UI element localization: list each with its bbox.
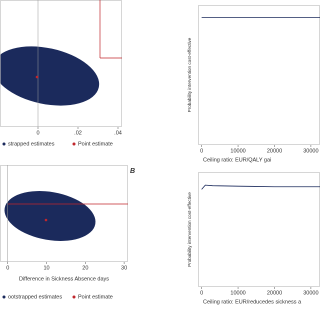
ceac-line <box>201 184 320 190</box>
y-axis-label: Probability intervention cost-effective <box>187 192 192 267</box>
x-tick-label: 0 <box>6 265 9 271</box>
plot-frame <box>0 0 122 127</box>
x-axis-label: Ceiling ratio: EUR/QALY gai <box>203 157 271 163</box>
x-tick-label: .02 <box>74 130 82 136</box>
legend-label: Point estimate <box>78 294 113 300</box>
x-tick-label: 10000 <box>230 290 245 296</box>
x-axis-label: Ceiling ratio: EUR/reducedes sickness a <box>203 299 302 305</box>
x-tick-label: 20000 <box>267 148 282 154</box>
x-axis-label: Difference in Sickness Absence days <box>19 276 109 282</box>
x-tick-label: 30000 <box>303 290 318 296</box>
bootstrap-cloud <box>0 46 100 106</box>
x-tick-label: 0 <box>200 290 203 296</box>
bootstrap-cloud <box>4 191 96 241</box>
y-axis-label: Probability intervention cost-effective <box>187 37 192 112</box>
legend-marker <box>72 142 76 146</box>
point-estimate <box>35 75 39 79</box>
legend-marker <box>2 295 6 299</box>
x-tick-label: 20 <box>82 265 88 271</box>
legend-marker <box>72 295 76 299</box>
panel-label: B <box>130 168 135 175</box>
x-tick-label: 0 <box>200 148 203 154</box>
point-estimate <box>44 218 48 222</box>
x-tick-label: 20000 <box>267 290 282 296</box>
plot-frame <box>198 172 320 287</box>
legend-label: ootstrapped estimates <box>8 294 62 300</box>
plot-frame <box>0 165 128 262</box>
x-tick-label: 10 <box>43 265 49 271</box>
plot-frame <box>198 5 320 145</box>
x-tick-label: .04 <box>114 130 122 136</box>
x-tick-label: 0 <box>36 130 39 136</box>
x-tick-label: 30 <box>121 265 127 271</box>
legend-label: Point estimate <box>78 141 113 147</box>
legend-marker <box>2 142 6 146</box>
x-tick-label: 30000 <box>303 148 318 154</box>
x-tick-label: 10000 <box>230 148 245 154</box>
legend-label: strapped estimates <box>8 141 55 147</box>
